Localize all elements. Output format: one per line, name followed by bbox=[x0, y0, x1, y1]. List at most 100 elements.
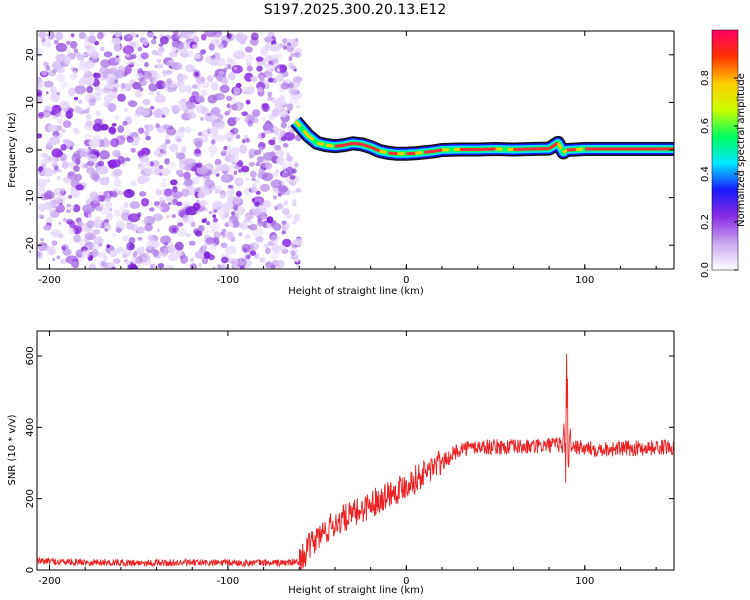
noise-blob bbox=[152, 249, 159, 257]
noise-blob bbox=[76, 88, 82, 93]
noise-blob bbox=[204, 31, 217, 38]
noise-blob bbox=[99, 203, 105, 209]
noise-blob bbox=[213, 231, 221, 239]
noise-blob bbox=[277, 185, 289, 193]
noise-blob bbox=[275, 149, 284, 158]
noise-blob bbox=[166, 61, 172, 66]
noise-blob bbox=[156, 58, 162, 63]
noise-blob bbox=[149, 207, 155, 212]
noise-blob bbox=[74, 128, 81, 136]
noise-blob bbox=[40, 215, 44, 220]
noise-blob bbox=[249, 170, 257, 178]
noise-blob bbox=[56, 255, 61, 260]
noise-blob bbox=[288, 56, 293, 62]
noise-blob bbox=[287, 126, 293, 131]
noise-blob bbox=[109, 250, 118, 257]
noise-blob bbox=[53, 135, 58, 138]
noise-blob bbox=[139, 155, 150, 163]
noise-blob bbox=[108, 126, 116, 134]
noise-blob bbox=[254, 149, 262, 156]
noise-blob bbox=[146, 31, 154, 38]
noise-blob bbox=[165, 139, 171, 145]
noise-blob bbox=[70, 33, 75, 38]
noise-blob bbox=[184, 64, 195, 73]
noise-blob bbox=[148, 82, 159, 92]
noise-blob bbox=[113, 178, 122, 187]
noise-blob bbox=[200, 117, 204, 121]
noise-blob bbox=[154, 94, 166, 104]
noise-blob bbox=[145, 161, 151, 167]
ridge-core-segment bbox=[294, 120, 310, 137]
noise-blob bbox=[293, 84, 299, 91]
noise-blob bbox=[227, 72, 236, 81]
noise-blob bbox=[88, 97, 96, 107]
noise-blob bbox=[138, 127, 145, 134]
noise-blob bbox=[111, 123, 117, 127]
noise-blob bbox=[205, 230, 209, 234]
noise-blob bbox=[45, 65, 51, 71]
noise-blob bbox=[225, 150, 231, 155]
noise-blob bbox=[199, 200, 209, 207]
noise-blob bbox=[170, 179, 178, 186]
noise-blob bbox=[217, 31, 222, 34]
noise-blob bbox=[221, 148, 228, 154]
noise-blob bbox=[169, 51, 178, 58]
noise-blob bbox=[130, 32, 137, 38]
noise-blob bbox=[270, 179, 283, 189]
noise-blob bbox=[57, 169, 62, 173]
noise-blob bbox=[250, 32, 259, 41]
noise-blob bbox=[182, 98, 186, 102]
noise-blob bbox=[280, 121, 287, 129]
noise-blob bbox=[219, 193, 226, 200]
noise-blob bbox=[204, 217, 207, 222]
noise-blob bbox=[257, 87, 263, 93]
noise-blob bbox=[272, 195, 277, 200]
noise-blob bbox=[86, 86, 93, 93]
noise-blob bbox=[239, 144, 248, 154]
noise-blob bbox=[259, 202, 264, 206]
noise-blob bbox=[41, 70, 48, 76]
noise-blob bbox=[172, 227, 177, 232]
ridge-core-segment bbox=[334, 143, 345, 148]
ridge-core-segment bbox=[307, 134, 319, 145]
noise-blob bbox=[275, 169, 280, 174]
noise-blob bbox=[46, 189, 53, 197]
noise-blob bbox=[73, 234, 81, 243]
ridge-core-segment bbox=[432, 148, 443, 153]
noise-blob bbox=[244, 115, 255, 124]
noise-blob bbox=[89, 31, 95, 36]
noise-blob bbox=[67, 171, 77, 181]
ridge-core-segment bbox=[575, 147, 585, 151]
noise-blob bbox=[56, 73, 66, 83]
noise-blob bbox=[116, 246, 124, 253]
noise-blob bbox=[92, 72, 101, 79]
noise-blob bbox=[295, 38, 299, 42]
spectrogram-x-axis-label: Height of straight line (km) bbox=[288, 286, 424, 297]
noise-blob bbox=[210, 81, 219, 91]
x-tick-label: 100 bbox=[575, 576, 594, 587]
noise-blob bbox=[230, 146, 240, 154]
noise-blob bbox=[125, 53, 130, 58]
noise-blob bbox=[247, 120, 254, 127]
noise-blob bbox=[163, 188, 173, 197]
noise-blob bbox=[220, 262, 227, 269]
noise-blob bbox=[244, 212, 254, 220]
noise-blob bbox=[248, 148, 257, 158]
noise-blob bbox=[140, 52, 149, 60]
noise-blob bbox=[220, 242, 228, 249]
noise-blob bbox=[177, 222, 184, 227]
noise-blob bbox=[168, 169, 172, 173]
noise-blob bbox=[212, 214, 217, 219]
noise-blob bbox=[268, 139, 276, 146]
noise-blob bbox=[209, 242, 218, 250]
noise-blob bbox=[40, 238, 44, 242]
noise-blob bbox=[259, 159, 269, 168]
noise-blob bbox=[103, 248, 106, 252]
noise-blob bbox=[224, 222, 230, 227]
noise-blob bbox=[224, 191, 233, 198]
noise-blob bbox=[275, 260, 285, 268]
noise-blob bbox=[79, 148, 92, 158]
spectrogram-y-axis-label: Frequency (Hz) bbox=[7, 112, 18, 188]
y-tick-label: -20 bbox=[25, 237, 36, 253]
noise-blob bbox=[281, 230, 286, 235]
